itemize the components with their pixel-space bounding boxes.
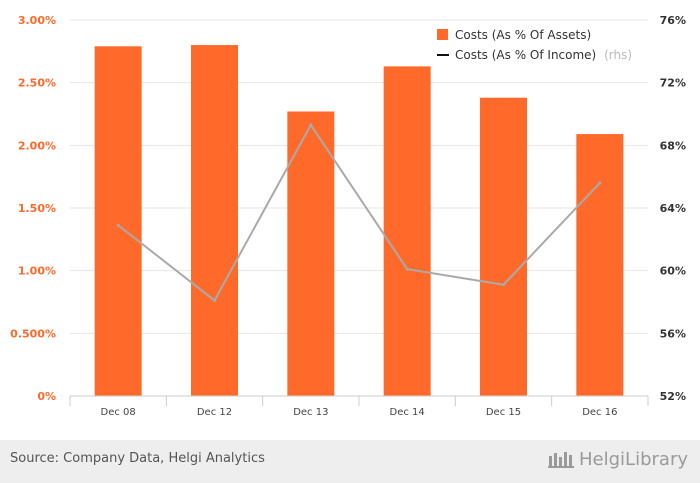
right-axis-tick-label: 64% <box>660 202 686 215</box>
x-axis-tick-label: Dec 14 <box>390 407 425 418</box>
x-axis-tick-label: Dec 15 <box>486 407 521 418</box>
left-axis-tick-label: 0.500% <box>10 327 56 340</box>
x-axis-tick-label: Dec 08 <box>101 407 136 418</box>
legend-swatch-bar <box>437 29 448 40</box>
line-point[interactable] <box>405 267 409 271</box>
axes: 0% 0.500% 1.00% 1.50% 2.00% 2.50% 3.00% 52% 56% 6… <box>10 14 686 418</box>
series-line[interactable] <box>117 123 601 302</box>
line-point[interactable] <box>116 223 120 227</box>
x-axis-tick-label: Dec 16 <box>582 407 617 418</box>
footer: Source: Company Data, Helgi Analytics He… <box>0 440 700 483</box>
bar[interactable] <box>191 45 238 397</box>
brand-name: HelgiLibrary <box>579 448 688 470</box>
legend-label-line-suffix: (rhs) <box>604 48 632 62</box>
line-point[interactable] <box>598 181 602 185</box>
line-point[interactable] <box>309 123 313 127</box>
legend-label-line: Costs (As % Of Income) <box>455 48 596 62</box>
line-point[interactable] <box>502 283 505 287</box>
legend-label-bar: Costs (As % Of Assets) <box>455 28 591 42</box>
line-series <box>116 123 602 302</box>
left-axis-tick-label: 1.50% <box>18 202 56 215</box>
bar[interactable] <box>94 46 142 396</box>
left-axis-tick-label: 3.00% <box>18 14 56 27</box>
x-axis-tick-label: Dec 12 <box>197 407 232 418</box>
chart: 0% 0.500% 1.00% 1.50% 2.00% 2.50% 3.00% 52% 56% 6… <box>10 14 686 418</box>
brand-logo[interactable]: HelgiLibrary <box>547 448 688 470</box>
left-axis-tick-label: 2.50% <box>18 77 56 90</box>
left-axis-tick-label: 1.00% <box>18 265 56 278</box>
right-axis-tick-label: 76% <box>660 14 686 27</box>
right-axis-tick-label: 68% <box>660 139 686 152</box>
right-axis-tick-label: 72% <box>660 77 686 90</box>
left-axis-tick-label: 2.00% <box>18 139 56 152</box>
right-axis-tick-label: 52% <box>660 390 686 403</box>
line-point[interactable] <box>213 298 216 302</box>
legend: Costs (As % Of Assets) Costs (As % Of In… <box>437 28 632 62</box>
svg-text:Costs (As % Of Income) (: Costs (As % Of Income) (rhs) <box>455 48 632 62</box>
bar[interactable] <box>576 134 624 396</box>
right-axis-tick-label: 56% <box>660 327 686 340</box>
bar[interactable] <box>287 111 335 396</box>
x-axis-tick-label: Dec 13 <box>293 407 328 418</box>
left-axis-tick-label: 0% <box>37 390 56 403</box>
source-text: Source: Company Data, Helgi Analytics <box>10 451 265 466</box>
gridlines <box>70 19 648 334</box>
right-axis-tick-label: 60% <box>660 265 686 278</box>
bar[interactable] <box>383 66 431 396</box>
library-icon <box>548 452 575 468</box>
bar[interactable] <box>480 97 527 396</box>
bar-series <box>94 45 624 397</box>
